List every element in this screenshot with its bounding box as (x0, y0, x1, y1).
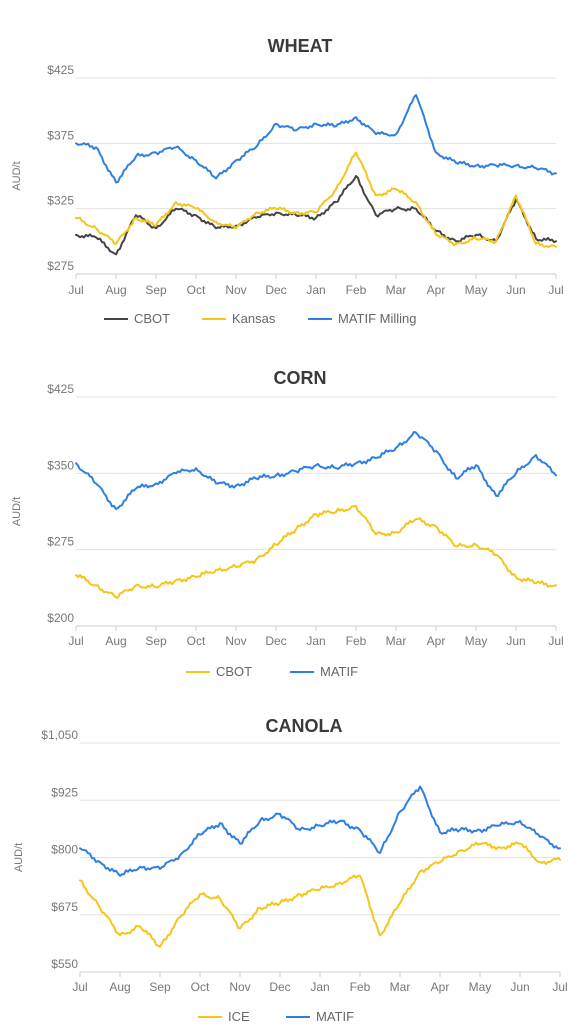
x-tick-label: May (465, 634, 488, 648)
x-tick-label: Aug (105, 634, 126, 648)
x-tick-label: Mar (390, 980, 411, 994)
x-tick-label: Oct (187, 283, 206, 297)
x-tick-label: Sep (149, 980, 171, 994)
x-tick-label: Feb (350, 980, 371, 994)
x-tick-label: Jun (506, 634, 525, 648)
x-tick-label: Jul (68, 283, 83, 297)
x-tick-label: Jun (506, 283, 525, 297)
x-tick-label: Aug (105, 283, 126, 297)
x-tick-label: Jul (72, 980, 87, 994)
y-axis-label: AUD/t (11, 161, 23, 190)
x-tick-label: Sep (145, 283, 167, 297)
x-tick-label: Jan (306, 283, 325, 297)
x-tick-label: Apr (427, 283, 446, 297)
x-tick-label: Dec (265, 634, 286, 648)
x-tick-label: Feb (346, 283, 367, 297)
chart-title: CORN (274, 368, 327, 388)
x-tick-label: Oct (191, 980, 210, 994)
legend: ICE MATIF (198, 1009, 354, 1024)
series-line-matif (79, 785, 561, 877)
series-line-kansas (75, 151, 557, 248)
y-axis-label: AUD/t (13, 843, 25, 872)
x-tick-label: Feb (346, 634, 367, 648)
series-line-matif (75, 430, 557, 510)
y-tick-label: $550 (51, 957, 78, 971)
x-tick-label: May (469, 980, 492, 994)
chart-corn: CORN $425 $350 $275 $200 AUD/t Jul Aug Sep Oct Nov… (11, 368, 564, 679)
x-tick-label: Nov (225, 283, 246, 297)
y-tick-label: $425 (47, 382, 74, 396)
y-tick-label: $350 (47, 458, 74, 472)
chart-canola: CANOLA $1,050 $925 $800 $675 $550 AUD/t Jul Aug S… (13, 716, 568, 1024)
y-axis-label: AUD/t (11, 497, 23, 526)
legend: CBOT Kansas MATIF Milling (104, 311, 416, 326)
y-tick-label: $325 (47, 194, 74, 208)
x-tick-label: Apr (427, 634, 446, 648)
y-tick-label: $675 (51, 900, 78, 914)
y-tick-label: $1,050 (41, 728, 78, 742)
x-tick-label: Apr (431, 980, 450, 994)
y-tick-label: $275 (47, 535, 74, 549)
x-tick-label: Jul (548, 634, 563, 648)
legend-label: ICE (228, 1009, 250, 1024)
series-line-cbot (75, 175, 557, 256)
series-line-cbot (75, 504, 557, 599)
x-tick-label: Dec (269, 980, 290, 994)
x-tick-label: Jul (552, 980, 567, 994)
legend-label: Kansas (232, 311, 276, 326)
legend-label: MATIF Milling (338, 311, 416, 326)
legend-label: CBOT (134, 311, 170, 326)
legend-label: MATIF (316, 1009, 354, 1024)
x-tick-label: Jun (510, 980, 529, 994)
legend-label: CBOT (216, 664, 252, 679)
chart-title: WHEAT (268, 36, 333, 56)
x-tick-label: Jan (306, 634, 325, 648)
series-line-matif-milling (75, 94, 557, 184)
x-tick-label: Nov (225, 634, 246, 648)
x-tick-label: Aug (109, 980, 130, 994)
x-tick-label: May (465, 283, 488, 297)
x-tick-label: Jul (548, 283, 563, 297)
x-tick-label: Jul (68, 634, 83, 648)
x-tick-label: Mar (386, 283, 407, 297)
x-tick-label: Jan (310, 980, 329, 994)
chart-title: CANOLA (266, 716, 343, 736)
x-tick-label: Dec (265, 283, 286, 297)
x-tick-label: Oct (187, 634, 206, 648)
chart-wheat: WHEAT $425 $375 $325 $275 AUD/t Jul Aug Sep Oct No… (11, 36, 564, 326)
y-tick-label: $925 (51, 785, 78, 799)
y-tick-label: $425 (47, 63, 74, 77)
y-tick-label: $275 (47, 259, 74, 273)
legend-label: MATIF (320, 664, 358, 679)
x-tick-label: Mar (386, 634, 407, 648)
x-tick-label: Nov (229, 980, 250, 994)
y-tick-label: $200 (47, 611, 74, 625)
series-line-ice (79, 841, 561, 948)
y-tick-label: $375 (47, 128, 74, 142)
y-tick-label: $800 (51, 843, 78, 857)
x-tick-label: Sep (145, 634, 167, 648)
legend: CBOT MATIF (186, 664, 358, 679)
